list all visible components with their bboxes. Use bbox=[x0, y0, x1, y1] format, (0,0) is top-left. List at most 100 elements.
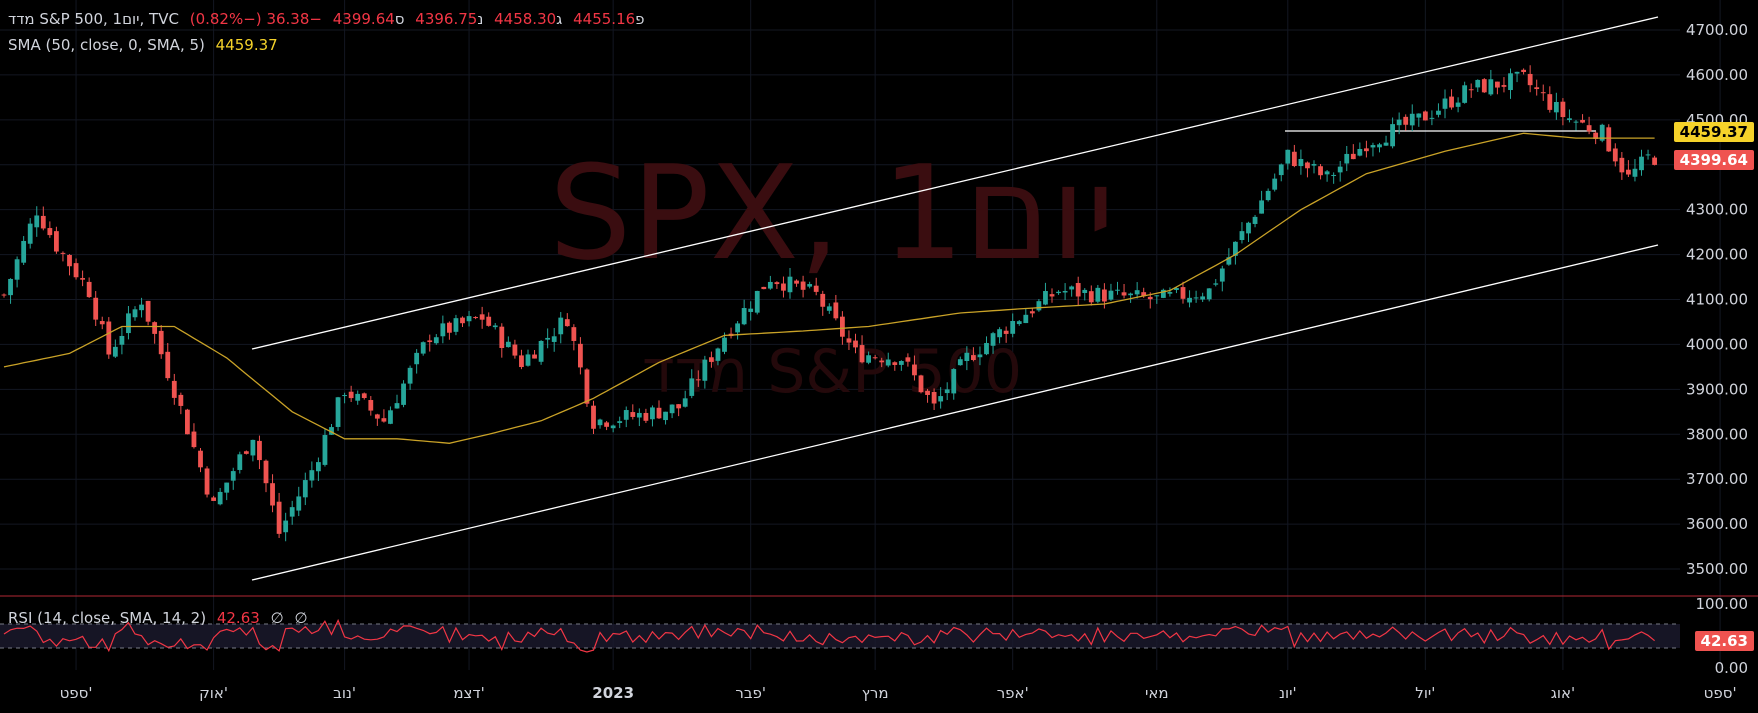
candle-body bbox=[1010, 320, 1016, 334]
time-tick-label: אוק' bbox=[199, 684, 228, 702]
time-tick-label: ספט' bbox=[60, 684, 93, 702]
candle-body bbox=[1154, 295, 1160, 297]
candle-body bbox=[1160, 289, 1166, 298]
price-tick-label: 4700.00 bbox=[1686, 21, 1748, 39]
candle-body bbox=[709, 357, 714, 362]
candle-body bbox=[1501, 85, 1507, 87]
candle-body bbox=[145, 300, 151, 322]
candle-body bbox=[525, 354, 531, 366]
symbol-header: מדד S&P 500, 1יום, TVC פ4455.16 ג4458.30… bbox=[8, 10, 651, 28]
candle-body bbox=[420, 342, 426, 354]
candle-body bbox=[1455, 102, 1461, 107]
candle-body bbox=[1062, 290, 1068, 293]
sma-line bbox=[3, 132, 1655, 444]
candle-body bbox=[1121, 292, 1127, 296]
candle-body bbox=[1075, 283, 1081, 297]
candle-body bbox=[224, 482, 230, 493]
candle-body bbox=[1200, 296, 1206, 300]
candle-body bbox=[866, 355, 871, 363]
candle-body bbox=[892, 362, 898, 365]
candle-body bbox=[414, 352, 420, 365]
candle-body bbox=[1128, 293, 1133, 296]
candle-body bbox=[1174, 288, 1179, 290]
price-tick-label: 4300.00 bbox=[1686, 201, 1748, 219]
rsi-value: 42.63 bbox=[216, 609, 260, 627]
rsi-label[interactable]: RSI (14, close, SMA, 14, 2) bbox=[8, 609, 207, 627]
candle-body bbox=[1396, 119, 1402, 126]
candle-body bbox=[1436, 110, 1441, 115]
candle-body bbox=[158, 330, 164, 355]
candle-body bbox=[964, 352, 970, 362]
ohlc-high: ג4458.30 bbox=[494, 10, 563, 28]
candle-body bbox=[1311, 164, 1317, 166]
channel-upper-line[interactable] bbox=[251, 16, 1659, 350]
candle-body bbox=[67, 254, 72, 267]
candle-body bbox=[1514, 71, 1520, 74]
candle-body bbox=[73, 263, 79, 278]
rsi-legend: RSI (14, close, SMA, 14, 2) 42.63 ∅ ∅ bbox=[8, 609, 314, 627]
candle-body bbox=[1449, 96, 1454, 108]
candle-body bbox=[918, 375, 924, 393]
candle-body bbox=[761, 286, 767, 290]
candle-body bbox=[342, 395, 347, 397]
candle-body bbox=[54, 231, 59, 252]
time-tick-label: מאי bbox=[1145, 684, 1169, 702]
candle-body bbox=[191, 431, 197, 448]
candle-body bbox=[388, 410, 393, 424]
candle-body bbox=[283, 520, 289, 533]
candle-body bbox=[1206, 288, 1212, 300]
time-tick-label: אפר' bbox=[997, 684, 1029, 702]
candle-body bbox=[944, 389, 950, 394]
candle-body bbox=[715, 348, 721, 361]
candle-body bbox=[1226, 257, 1232, 265]
time-tick-label: 2023 bbox=[592, 684, 634, 702]
candle-body bbox=[997, 329, 1002, 338]
candle-body bbox=[86, 281, 92, 298]
candle-body bbox=[820, 293, 826, 307]
candle-body bbox=[564, 319, 570, 327]
candle-body bbox=[1534, 87, 1540, 90]
candle-body bbox=[1626, 169, 1631, 175]
candle-body bbox=[34, 215, 40, 228]
candle-body bbox=[433, 337, 439, 344]
candle-body bbox=[610, 425, 616, 429]
sma-label[interactable]: SMA (50, close, 0, SMA, 5) bbox=[8, 36, 205, 54]
candle-body bbox=[132, 309, 138, 318]
candle-body bbox=[1468, 89, 1474, 91]
candle-body bbox=[198, 450, 203, 468]
time-tick-label: יונ' bbox=[1279, 684, 1297, 702]
candle-body bbox=[689, 378, 695, 396]
time-tick-label: אוג' bbox=[1551, 684, 1575, 702]
grid bbox=[0, 0, 1721, 670]
candle-body bbox=[1606, 127, 1612, 152]
rsi-axis[interactable]: 100.00 0.00 bbox=[1696, 595, 1749, 677]
candle-body bbox=[971, 355, 976, 361]
time-axis[interactable]: ספט' אוק' נוב' דצמ' 2023 פבר' מרץ אפר' מאי יונ' יו… bbox=[60, 684, 1737, 702]
channel-lower-line[interactable] bbox=[251, 244, 1659, 581]
candle-body bbox=[243, 451, 249, 454]
candle-body bbox=[1547, 94, 1553, 110]
candle-body bbox=[171, 380, 177, 398]
candle-body bbox=[106, 321, 112, 355]
candle-body bbox=[597, 419, 603, 426]
candle-body bbox=[335, 397, 341, 427]
candle-body bbox=[1357, 148, 1363, 156]
candle-body bbox=[1056, 291, 1061, 294]
candle-body bbox=[8, 278, 13, 296]
candle-body bbox=[1082, 289, 1088, 294]
candle-body bbox=[879, 360, 885, 363]
candle-body bbox=[1442, 98, 1448, 109]
symbol-title[interactable]: מדד S&P 500, 1יום, TVC bbox=[8, 10, 179, 28]
candle-body bbox=[1134, 290, 1140, 295]
ohlc-low: נ4396.75 bbox=[415, 10, 484, 28]
candle-body bbox=[545, 337, 551, 340]
candle-body bbox=[1318, 166, 1323, 176]
candle-body bbox=[1049, 294, 1055, 297]
candle-body bbox=[1560, 101, 1566, 118]
channel-trendlines[interactable] bbox=[251, 16, 1659, 581]
candle-body bbox=[27, 223, 33, 244]
price-tick-label: 3900.00 bbox=[1686, 380, 1748, 398]
rsi-band-fill bbox=[0, 624, 1680, 648]
candle-body bbox=[1239, 231, 1245, 241]
